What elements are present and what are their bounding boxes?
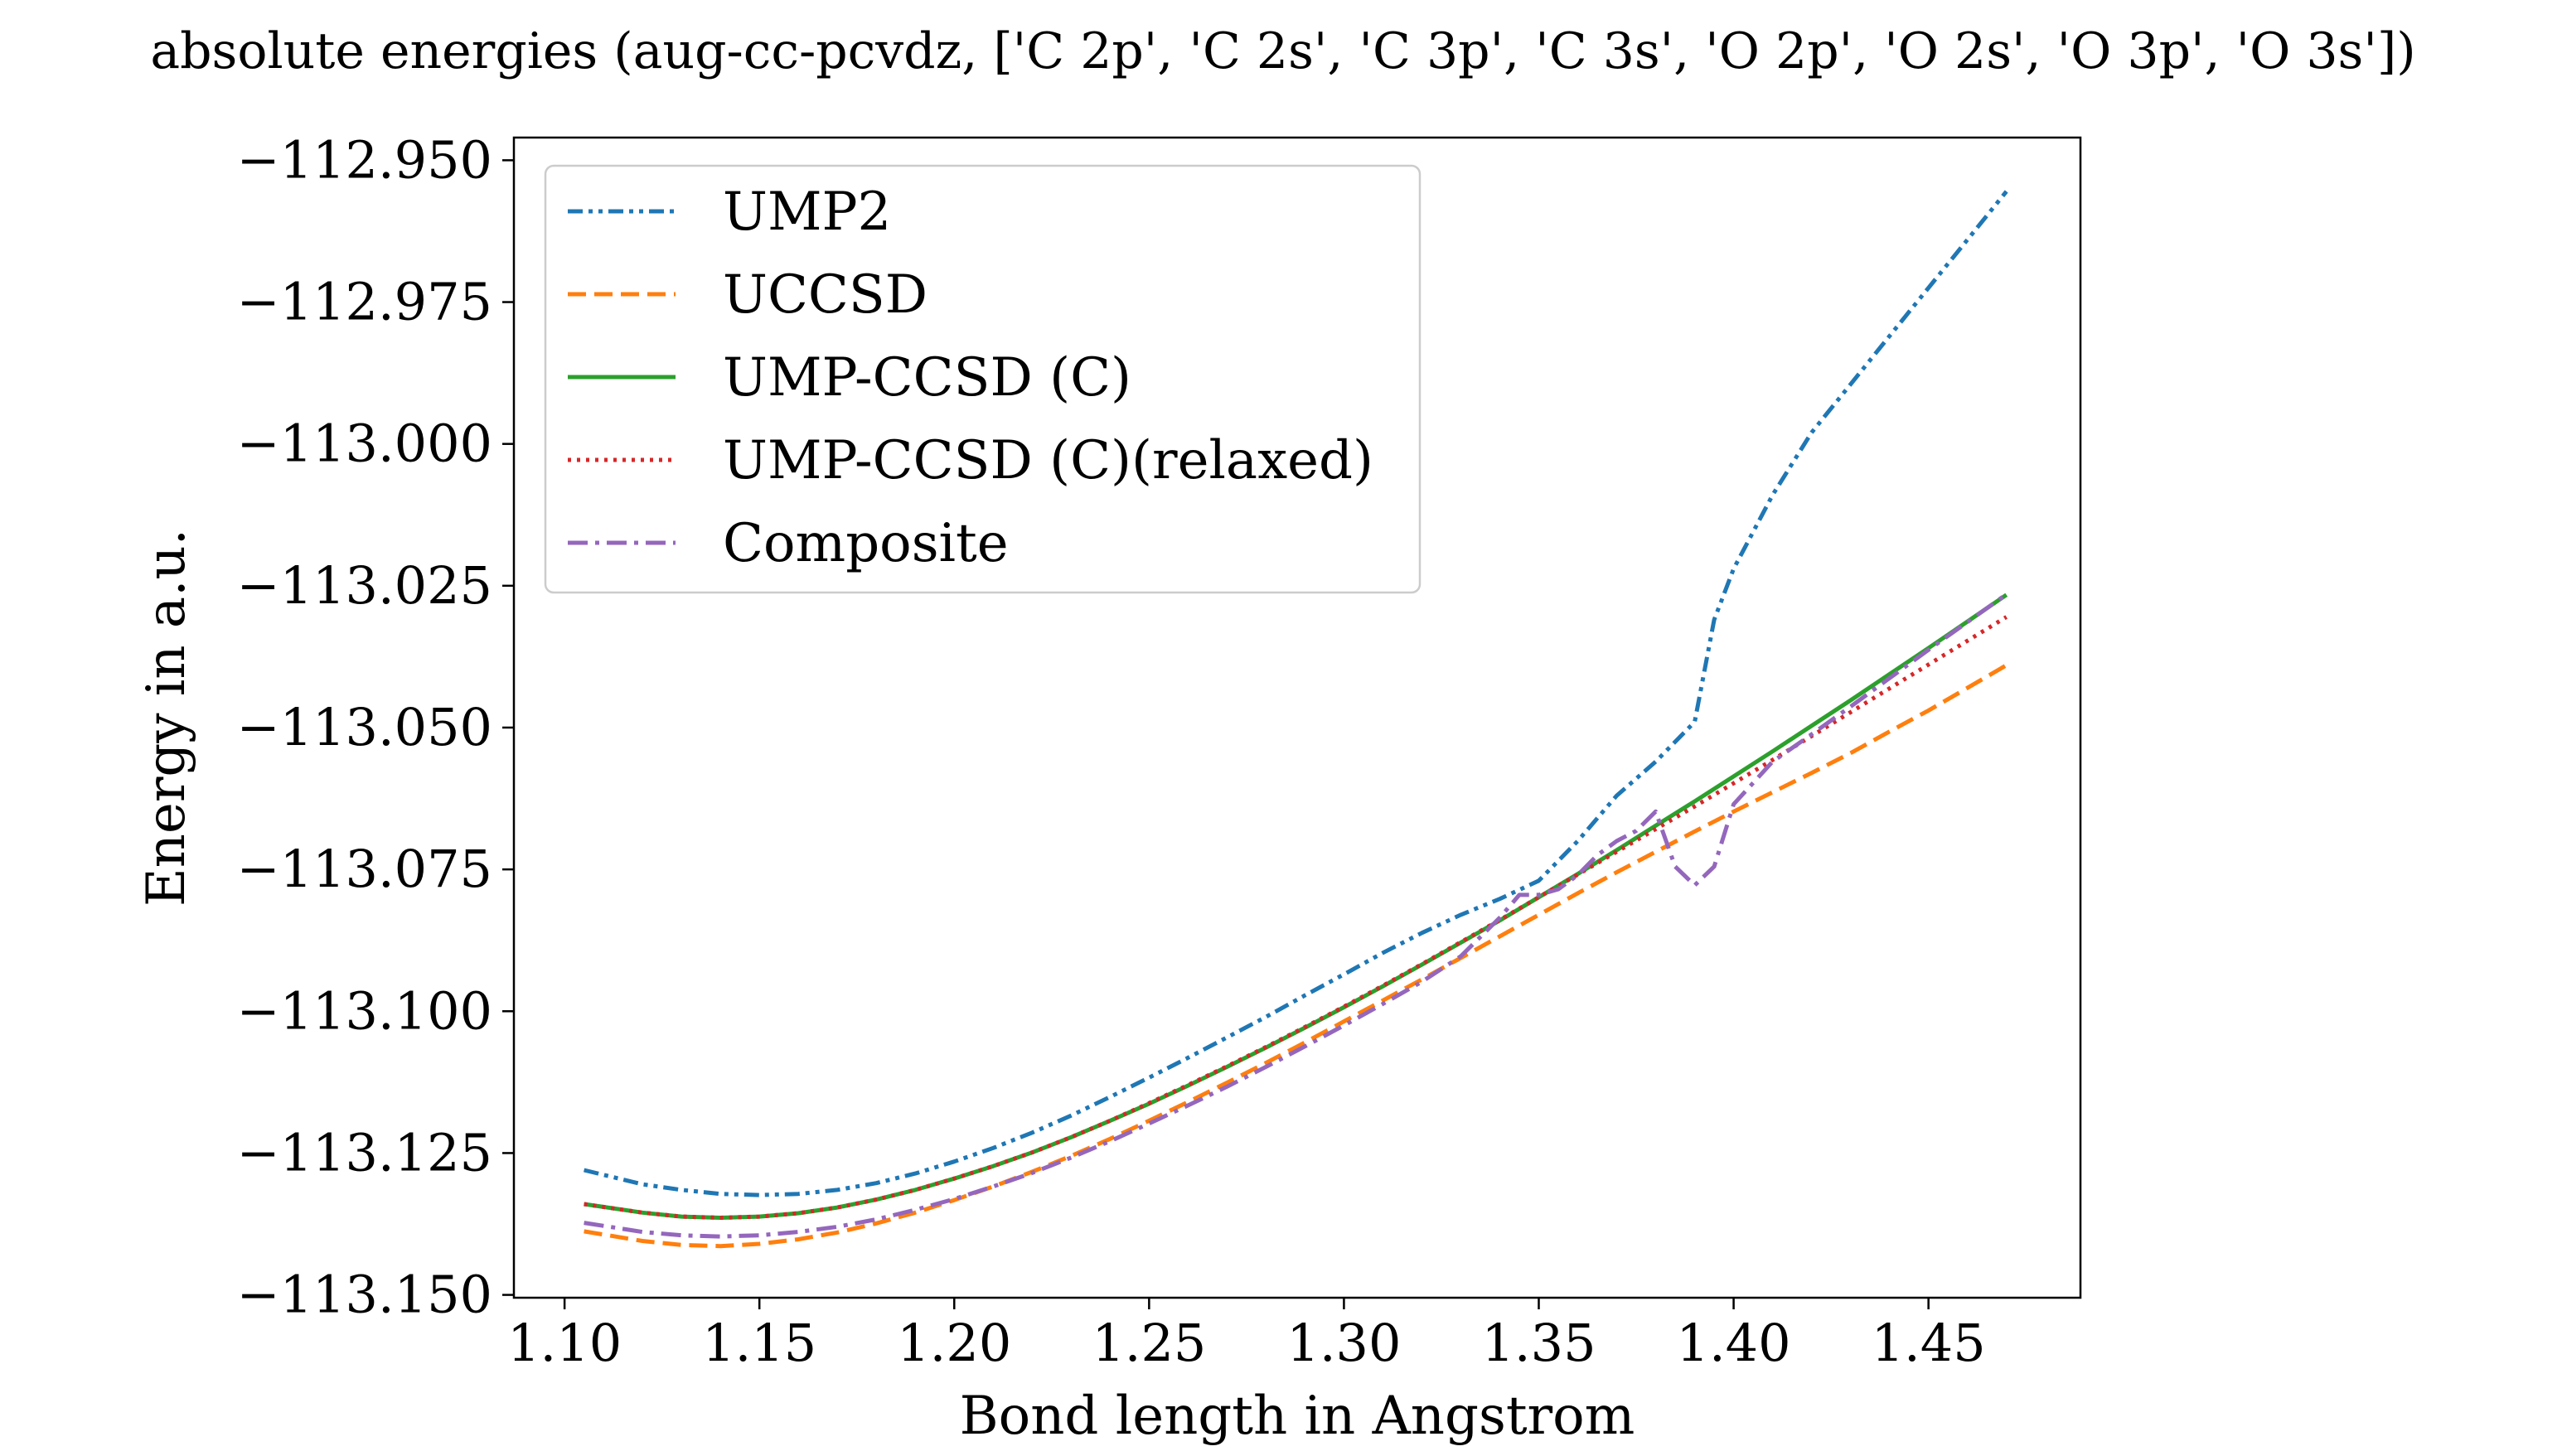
series-lines <box>584 190 2008 1249</box>
y-tick-label: −112.950 <box>237 129 492 190</box>
y-tick-label: −113.025 <box>237 555 492 616</box>
y-tick-label: −113.150 <box>237 1265 492 1325</box>
legend-items: UMP2 UCCSD UMP-CCSD (C) UMP-CCSD (C)(relaxe… <box>568 181 1373 574</box>
y-tick-label: −112.975 <box>237 272 492 332</box>
y-tick-label: −113.050 <box>237 697 492 757</box>
x-tick-label: 1.45 <box>1872 1313 1986 1373</box>
x-axis-label: Bond length in Angstrom <box>960 1386 1635 1447</box>
chart-title: absolute energies (aug-cc-pcvdz, ['C 2p'… <box>150 22 2415 80</box>
x-tick-label: 1.25 <box>1092 1313 1206 1373</box>
legend-box <box>544 164 1422 594</box>
legend-label: UCCSD <box>723 264 928 326</box>
y-tick-label: −113.100 <box>237 980 492 1041</box>
axes-frame <box>512 136 2082 1299</box>
x-tick-label: 1.15 <box>702 1313 816 1373</box>
y-tick-label: −113.075 <box>237 839 492 899</box>
legend-label: Composite <box>723 513 1009 574</box>
series-line-ump2 <box>584 190 2008 1197</box>
x-tick-label: 1.30 <box>1286 1313 1401 1373</box>
legend-label: UMP-CCSD (C) <box>723 347 1131 409</box>
y-axis-ticks: −112.950 −112.975 −113.000 −113.025 −113.050… <box>237 129 514 1325</box>
y-axis-label: Energy in a.u. <box>136 529 197 907</box>
x-tick-label: 1.20 <box>897 1313 1011 1373</box>
x-tick-label: 1.35 <box>1481 1313 1596 1373</box>
x-axis-ticks: 1.10 1.15 1.20 1.25 1.30 1.35 1.40 1.45 <box>507 1298 1986 1373</box>
legend: UMP2 UCCSD UMP-CCSD (C) UMP-CCSD (C)(relaxe… <box>544 164 1422 594</box>
series-line-uccsd <box>584 663 2008 1249</box>
legend-label: UMP2 <box>723 181 891 243</box>
legend-label: UMP-CCSD (C)(relaxed) <box>723 430 1373 491</box>
plot-area <box>512 136 2082 1299</box>
series-line-composite <box>584 593 2008 1239</box>
y-tick-label: −113.125 <box>237 1122 492 1183</box>
x-tick-label: 1.10 <box>507 1313 622 1373</box>
x-tick-label: 1.40 <box>1677 1313 1791 1373</box>
y-tick-label: −113.000 <box>237 414 492 474</box>
series-line-ump-ccsd-c-relaxed <box>584 615 2008 1220</box>
